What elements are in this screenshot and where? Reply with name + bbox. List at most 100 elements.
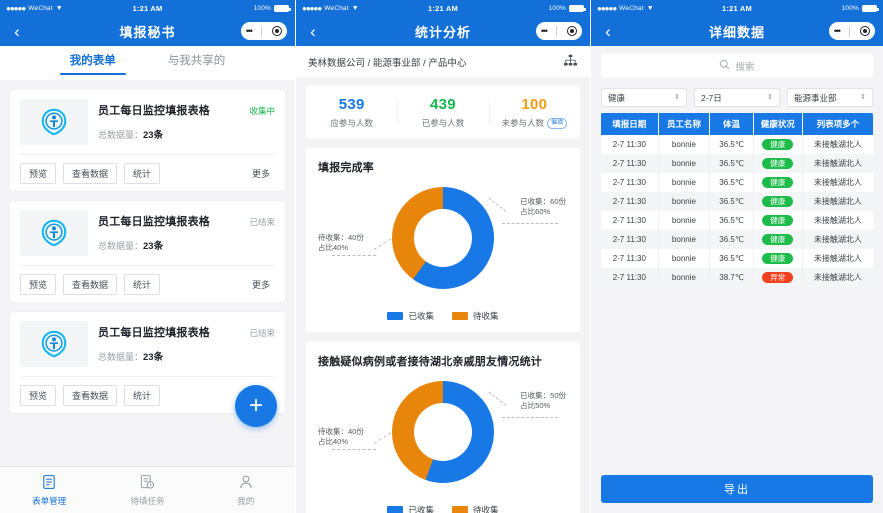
tab-my-forms[interactable]: 我的表单 xyxy=(59,52,126,75)
status-bar: ●●●●● WeChat ▼ 1:21 AM 100% xyxy=(296,0,590,16)
org-tree-icon[interactable] xyxy=(563,54,578,70)
chevron-updown-icon: ⇕ xyxy=(767,94,773,101)
statistics-scroll-area: 539 应参与人数 439 已参与人数 100 未参与人数 催填 xyxy=(296,78,590,513)
tabbar-item-mine[interactable]: 我的 xyxy=(197,474,295,507)
form-card-top: 员工每日监控填报表格 收集中 总数据量：23条 xyxy=(20,99,275,154)
statistics-button[interactable]: 统计 xyxy=(124,274,161,295)
view-data-button[interactable]: 查看数据 xyxy=(63,385,118,406)
statistics-button[interactable]: 统计 xyxy=(124,385,161,406)
wechat-capsule-button[interactable]: ••• xyxy=(829,22,875,40)
export-button[interactable]: 导出 xyxy=(601,475,873,503)
view-data-button[interactable]: 查看数据 xyxy=(63,163,118,184)
cell-temp: 38.7℃ xyxy=(709,268,754,287)
wifi-icon: ▼ xyxy=(351,4,359,12)
filter-department-select[interactable]: 能源事业部 ⇕ xyxy=(787,88,873,107)
wechat-capsule-button[interactable]: ••• xyxy=(536,22,582,40)
table-row[interactable]: 2-7 11:30 bonnie 38.7℃ 异常 未接触湖北人 xyxy=(601,268,873,287)
search-input[interactable]: 搜索 xyxy=(601,54,873,78)
cell-health: 健康 xyxy=(753,135,803,154)
tabbar-item-pending-tasks[interactable]: 待填任务 xyxy=(98,474,196,507)
col-header-date[interactable]: 填报日期 xyxy=(601,113,659,135)
stat-expected-participants: 539 应参与人数 xyxy=(306,96,397,129)
cell-note: 未接触湖北人 xyxy=(813,235,862,244)
form-card-top: 员工每日监控填报表格 已结束 总数据量：23条 xyxy=(20,321,275,376)
leader-line xyxy=(502,223,558,224)
back-button[interactable]: ‹ xyxy=(14,21,20,41)
capsule-target-icon[interactable] xyxy=(567,26,578,36)
table-row[interactable]: 2-7 11:30 bonnie 36.5℃ 健康 未接触湖北人 xyxy=(601,154,873,173)
table-row[interactable]: 2-7 11:30 bonnie 36.5℃ 健康 未接触湖北人 xyxy=(601,249,873,268)
cell-temp: 36.5℃ xyxy=(709,154,754,173)
filter-value: 2-7日 xyxy=(701,92,722,103)
col-header-extra[interactable]: 列表项多个 xyxy=(802,113,873,135)
tabbar-label: 我的 xyxy=(237,495,255,506)
form-title: 员工每日监控填报表格 xyxy=(98,327,210,339)
cell-name: bonnie xyxy=(658,211,711,230)
form-card[interactable]: 员工每日监控填报表格 收集中 总数据量：23条 预览 查看数据 统计 更多 xyxy=(10,90,285,191)
form-card[interactable]: 员工每日监控填报表格 已结束 总数据量：23条 预览 查看数据 统计 xyxy=(10,312,285,413)
form-title: 员工每日监控填报表格 xyxy=(98,105,210,117)
donut-label-pending: 待收集：40份 占比40% xyxy=(318,233,364,253)
tabbar-item-form-management[interactable]: 表单管理 xyxy=(0,474,98,507)
search-placeholder: 搜索 xyxy=(735,62,755,73)
back-button[interactable]: ‹ xyxy=(605,21,611,41)
more-dots-icon[interactable]: ••• xyxy=(245,25,253,36)
donut-label-collected: 已收集：60份 占比60% xyxy=(520,197,566,217)
cell-note: 未接触湖北人 xyxy=(813,197,862,206)
status-bar-right: 100% xyxy=(841,4,879,12)
data-count-label: 总数据量： xyxy=(98,130,144,140)
add-form-fab[interactable]: + xyxy=(235,385,277,427)
table-row[interactable]: 2-7 11:30 bonnie 36.5℃ 健康 未接触湖北人 xyxy=(601,173,873,192)
remind-badge[interactable]: 催填 xyxy=(547,117,568,129)
cell-date: 2-7 11:30 xyxy=(601,268,659,287)
form-data-count: 总数据量：23条 xyxy=(98,349,275,363)
table-row[interactable]: 2-7 11:30 bonnie 36.5℃ 健康 未接触湖北人 xyxy=(601,192,873,211)
preview-button[interactable]: 预览 xyxy=(20,385,57,406)
more-dots-icon[interactable]: ••• xyxy=(833,25,841,36)
filter-date-select[interactable]: 2-7日 ⇕ xyxy=(694,88,780,107)
filter-health-select[interactable]: 健康 ⇕ xyxy=(601,88,687,107)
more-button[interactable]: 更多 xyxy=(251,280,270,290)
more-dots-icon[interactable]: ••• xyxy=(540,25,548,36)
carrier-label: WeChat xyxy=(28,4,53,12)
col-header-temp[interactable]: 体温 xyxy=(709,113,754,135)
table-row[interactable]: 2-7 11:30 bonnie 36.5℃ 健康 未接触湖北人 xyxy=(601,135,873,154)
donut-ring xyxy=(392,187,494,289)
form-card-body: 员工每日监控填报表格 已结束 总数据量：23条 xyxy=(98,210,275,252)
preview-button[interactable]: 预览 xyxy=(20,163,57,184)
legend-item-collected: 已收集 xyxy=(387,310,434,322)
page-title: 填报秘书 xyxy=(119,24,176,40)
health-badge: 健康 xyxy=(762,253,794,264)
health-badge: 健康 xyxy=(762,139,794,150)
leader-line xyxy=(332,449,376,450)
wechat-capsule-button[interactable]: ••• xyxy=(241,22,287,40)
cell-temp: 36.5℃ xyxy=(709,249,754,268)
col-header-health[interactable]: 健康状况 xyxy=(753,113,803,135)
tab-shared-with-me[interactable]: 与我共享的 xyxy=(168,52,226,75)
form-title: 员工每日监控填报表格 xyxy=(98,216,210,228)
plus-icon: + xyxy=(248,392,263,419)
more-button[interactable]: 更多 xyxy=(251,169,270,179)
statistics-button[interactable]: 统计 xyxy=(124,163,161,184)
table-row[interactable]: 2-7 11:30 bonnie 36.5℃ 健康 未接触湖北人 xyxy=(601,230,873,249)
capsule-divider xyxy=(261,25,263,37)
col-header-name[interactable]: 员工名称 xyxy=(658,113,711,135)
preview-button[interactable]: 预览 xyxy=(20,274,57,295)
capsule-target-icon[interactable] xyxy=(272,26,283,36)
cell-health: 健康 xyxy=(753,173,803,192)
nav-bar-p2: ‹ 统计分析 ••• xyxy=(296,16,590,46)
cell-note: 未接触湖北人 xyxy=(813,140,862,149)
chart-card-hubei-contact: 接触疑似病例或者接待湖北亲戚朋友情况统计 已收集：50份 占比50% 待收集：4… xyxy=(306,342,580,513)
view-data-button[interactable]: 查看数据 xyxy=(63,274,118,295)
breadcrumb[interactable]: 美林数据公司 / 能源事业部 / 产品中心 xyxy=(296,46,590,78)
donut-label-line1: 待收集：40份 xyxy=(318,427,364,436)
battery-percent: 100% xyxy=(841,4,859,12)
table-row[interactable]: 2-7 11:30 bonnie 36.5℃ 健康 未接触湖北人 xyxy=(601,211,873,230)
tab-my-forms-label: 我的表单 xyxy=(69,54,116,67)
form-card[interactable]: 员工每日监控填报表格 已结束 总数据量：23条 预览 查看数据 统计 更多 xyxy=(10,201,285,302)
leader-line xyxy=(373,432,392,444)
cell-name: bonnie xyxy=(658,249,711,268)
capsule-target-icon[interactable] xyxy=(860,26,871,36)
battery-icon xyxy=(569,4,586,12)
back-button[interactable]: ‹ xyxy=(310,21,316,41)
